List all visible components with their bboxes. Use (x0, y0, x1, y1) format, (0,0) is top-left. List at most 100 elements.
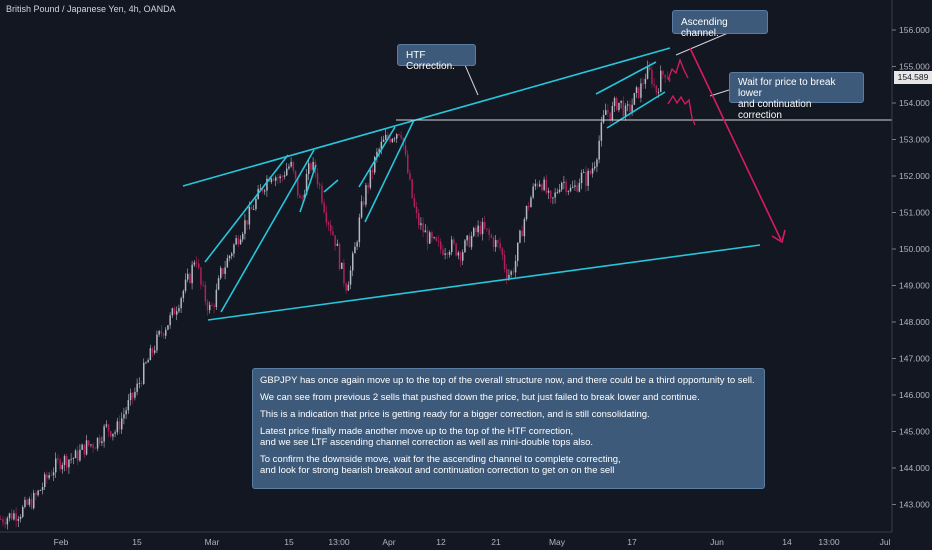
candle-body (70, 458, 72, 460)
candle-body (466, 235, 468, 241)
candle-body (666, 77, 669, 79)
candle-body (96, 437, 99, 449)
candle-body (4, 522, 6, 525)
candle-body (259, 188, 262, 190)
candle-body (127, 400, 130, 411)
candle-body (616, 98, 618, 111)
candle-body (499, 242, 501, 249)
candle-body (72, 458, 75, 459)
candle-body (83, 444, 86, 455)
candle-body (490, 234, 493, 238)
candle-body (345, 283, 347, 291)
candle-body (46, 474, 48, 479)
y-tick-label: 156.000 (899, 25, 930, 35)
candle-body (578, 183, 581, 192)
candle-body (182, 290, 185, 299)
candle-body (325, 212, 328, 223)
candle-body (39, 490, 42, 491)
y-tick-label: 151.000 (899, 208, 930, 218)
candle-body (514, 261, 517, 273)
channel-top-line (182, 47, 671, 187)
candle-body (279, 176, 281, 179)
candle-body (407, 154, 409, 174)
candle-body (52, 472, 55, 476)
y-tick-label: 143.000 (899, 500, 930, 510)
candle-body (649, 66, 651, 70)
candle-body (323, 202, 325, 213)
candle-body (358, 217, 361, 243)
candle-body (365, 185, 367, 205)
candle-body (653, 83, 655, 86)
ltf-channel-line (606, 91, 666, 129)
candle-body (598, 140, 600, 160)
candle-body (125, 410, 127, 415)
candle-body (310, 163, 312, 170)
candle-body (299, 195, 301, 199)
candle-body (246, 220, 248, 225)
candle-body (349, 270, 352, 285)
candle-body (167, 325, 169, 330)
candle-body (283, 175, 286, 177)
candle-body (602, 114, 605, 123)
candle-body (171, 308, 174, 316)
candle-body (525, 205, 528, 220)
candle-body (426, 230, 429, 244)
candle-body (497, 240, 499, 243)
candle-body (528, 205, 530, 208)
candle-body (455, 243, 457, 256)
candle-body (191, 264, 193, 284)
candle-body (176, 311, 178, 315)
candle-body (481, 222, 484, 235)
last-price-badge: 154.589 (894, 71, 932, 84)
candle-body (151, 348, 154, 353)
candle-body (129, 392, 132, 401)
candle-body (288, 166, 290, 169)
candle-body (8, 513, 11, 519)
candle-body (376, 151, 378, 158)
y-tick-label: 153.000 (899, 135, 930, 145)
candle-body (512, 271, 515, 273)
candle-body (261, 188, 264, 192)
arrow-head-icon (771, 229, 786, 244)
x-tick-label: 14 (782, 537, 792, 547)
projected-double-top-path (667, 58, 689, 81)
candle-body (308, 163, 310, 175)
candle-body (459, 252, 462, 261)
candle-body (270, 178, 273, 183)
time-axis: Feb 15 Mar 15 13:00 Apr 12 21 May 17 Jun 14 13:00 Jul (0, 531, 892, 547)
candle-body (369, 169, 372, 188)
candle-body (574, 185, 576, 187)
note-line: This is a indication that price is getti… (260, 409, 650, 420)
channel-bottom-line (207, 244, 761, 321)
candle-body (226, 258, 229, 268)
candle-body (19, 516, 22, 519)
candle-body (244, 220, 246, 234)
candle-body (44, 474, 46, 488)
y-tick-label: 152.000 (899, 171, 930, 181)
candle-body (312, 161, 314, 170)
candle-body (264, 190, 266, 192)
candle-body (367, 185, 369, 188)
candle-body (635, 87, 638, 94)
candle-body (473, 227, 475, 236)
symbol-title[interactable]: British Pound / Japanese Yen, 4h, OANDA (6, 4, 176, 14)
candle-body (545, 179, 548, 193)
candle-body (11, 513, 13, 520)
candle-body (134, 391, 136, 398)
candle-body (356, 242, 358, 247)
candle-body (22, 507, 24, 517)
candle-body (389, 138, 391, 143)
x-tick-label: 15 (132, 537, 142, 547)
candle-body (193, 262, 196, 265)
candle-body (178, 308, 180, 312)
candle-body (343, 262, 345, 284)
candle-body (429, 232, 431, 244)
candle-body (347, 284, 350, 291)
candle-body (297, 178, 299, 196)
ltf-channel-line (220, 149, 315, 313)
candle-body (668, 77, 671, 82)
candle-body (66, 455, 68, 468)
candle-body (633, 93, 636, 105)
